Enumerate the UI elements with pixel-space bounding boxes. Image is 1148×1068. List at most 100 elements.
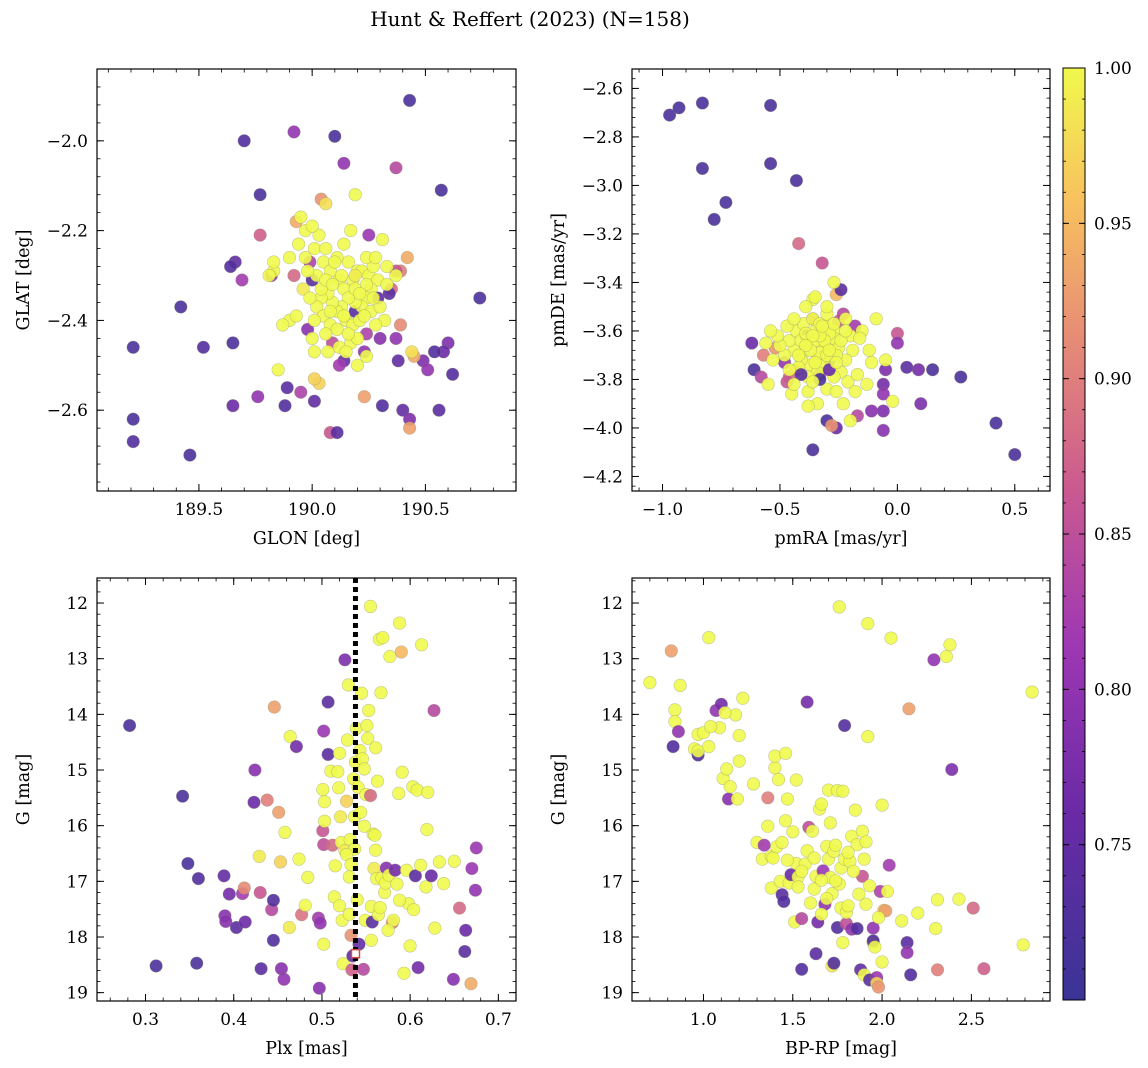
data-point <box>350 358 365 372</box>
data-point <box>900 945 914 960</box>
data-point <box>820 300 834 314</box>
data-point <box>823 816 837 830</box>
data-point <box>390 877 404 891</box>
data-point <box>925 363 940 377</box>
data-point <box>360 718 374 733</box>
data-point <box>736 691 750 705</box>
data-point <box>806 443 820 457</box>
data-point <box>723 780 737 794</box>
data-point <box>420 822 434 837</box>
data-point <box>307 394 322 408</box>
data-point <box>800 695 814 709</box>
data-point <box>861 616 875 631</box>
y-tick-label: 15 <box>601 761 623 781</box>
x-tick-label: 190.5 <box>401 500 450 520</box>
data-point <box>348 188 362 202</box>
x-tick-label: 190.0 <box>288 500 337 520</box>
data-point <box>368 828 382 842</box>
data-point <box>330 322 344 337</box>
panel-proper-motion: −1.0 −0.5 0.0 0.5 −4.2 −4.0 −3.8 −3.6 −3.4 −3.2 −3… <box>549 68 1051 549</box>
data-point <box>808 355 822 370</box>
data-point <box>341 255 356 269</box>
data-point <box>886 394 900 408</box>
data-point <box>190 956 204 970</box>
data-point <box>356 962 371 976</box>
data-point <box>339 345 353 359</box>
data-point <box>859 835 873 849</box>
data-point <box>411 960 425 975</box>
data-point <box>832 600 846 614</box>
data-point <box>864 355 879 370</box>
data-point <box>348 268 362 283</box>
data-point <box>427 345 442 359</box>
data-point <box>174 300 188 314</box>
data-point <box>473 291 487 305</box>
data-point <box>836 397 850 411</box>
x-tick-label: 1.0 <box>690 1010 717 1030</box>
data-point <box>1025 685 1039 699</box>
y-axis-label: G [mag] <box>14 754 34 825</box>
data-point <box>866 921 880 935</box>
data-point <box>822 343 836 357</box>
axes-frame <box>96 577 517 1002</box>
data-point <box>828 874 843 888</box>
data-point <box>766 353 780 367</box>
x-tick-label: 0.0 <box>884 500 911 520</box>
data-point <box>298 251 313 265</box>
data-point <box>880 884 895 899</box>
data-point <box>945 762 959 777</box>
x-tick-label: 0.7 <box>485 1010 512 1030</box>
y-tick-label: 14 <box>601 705 623 725</box>
data-point <box>361 731 375 745</box>
data-point <box>875 955 889 969</box>
data-point <box>806 329 820 343</box>
axes-frame <box>96 68 517 492</box>
data-point <box>407 903 421 917</box>
data-point <box>771 772 786 787</box>
data-point <box>668 703 682 717</box>
data-point <box>718 706 732 720</box>
data-point <box>317 937 331 951</box>
data-point <box>432 403 446 417</box>
data-point <box>381 923 395 937</box>
y-tick-label: −4.0 <box>582 419 623 439</box>
data-point <box>846 864 861 878</box>
data-point <box>307 345 322 359</box>
data-point <box>803 896 818 910</box>
data-point <box>219 914 233 929</box>
data-point <box>396 403 410 417</box>
data-point <box>383 649 397 664</box>
data-point <box>325 277 340 292</box>
data-point <box>222 887 236 901</box>
data-point <box>292 852 306 866</box>
data-point <box>807 882 821 896</box>
data-point <box>795 962 809 976</box>
data-point <box>278 825 292 840</box>
data-point <box>266 933 281 947</box>
data-point <box>929 921 943 936</box>
data-point <box>238 915 252 929</box>
data-point <box>421 363 435 377</box>
data-point <box>298 898 312 912</box>
data-point <box>458 944 472 959</box>
data-point <box>353 286 367 301</box>
data-point <box>294 385 308 399</box>
data-point <box>149 959 163 973</box>
y-tick-label: −3.6 <box>582 322 623 342</box>
data-point <box>890 336 905 350</box>
data-point <box>820 891 834 906</box>
data-point <box>782 363 796 377</box>
data-point <box>795 911 809 926</box>
data-point <box>395 765 409 779</box>
data-point <box>446 972 461 986</box>
data-point <box>313 916 327 930</box>
data-point <box>966 901 980 915</box>
data-point <box>235 273 249 287</box>
data-point <box>989 416 1003 430</box>
colorbar-tick-label: 0.80 <box>1094 680 1132 700</box>
data-point <box>839 324 853 338</box>
panel-color-magnitude: 1.0 1.5 2.0 2.5 12 13 14 15 16 17 18 19 BP-RP [mag] G… <box>549 577 1051 1059</box>
data-point <box>794 368 808 382</box>
data-point <box>871 910 886 925</box>
y-tick-label: 17 <box>601 872 623 892</box>
